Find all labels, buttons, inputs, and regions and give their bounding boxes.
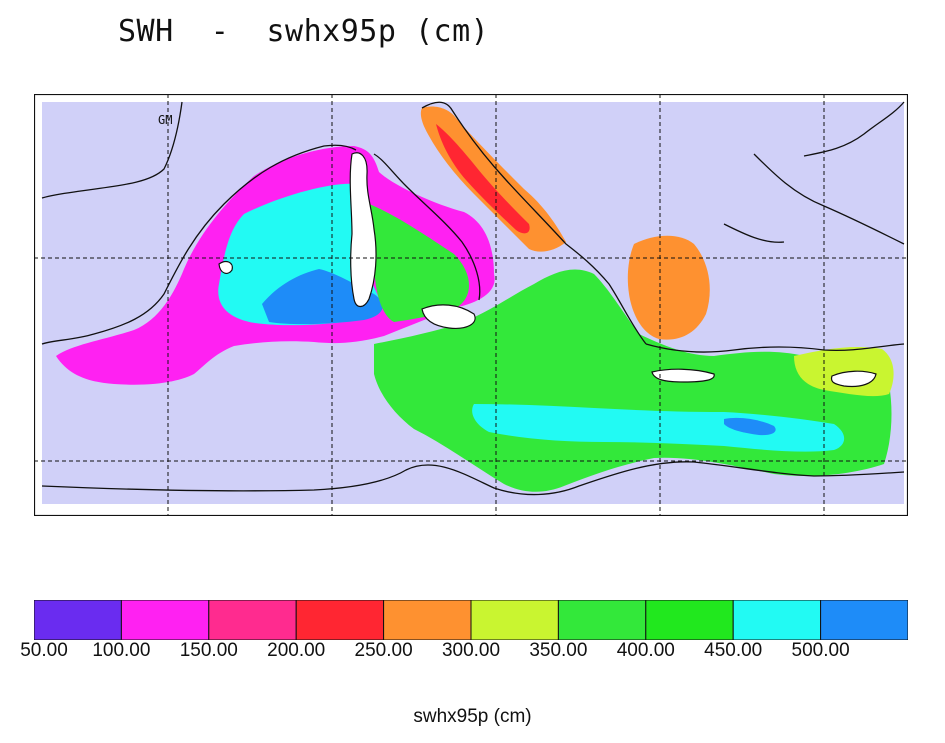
colorbar-tick-label: 400.00 [616, 640, 675, 661]
coastlines [41, 101, 905, 496]
map-label: GM [158, 113, 172, 127]
sea-region-ionian-cyan [472, 404, 845, 452]
sea-region-adriatic-outer [420, 106, 566, 252]
colorbar-swatch [208, 600, 297, 640]
map-title: SWH - swhx95p (cm) [118, 14, 490, 49]
graticule [34, 94, 908, 516]
colorbar-tick-label: 250.00 [354, 640, 413, 661]
colorbar [34, 600, 908, 640]
colorbar-swatch [557, 600, 647, 640]
sea-region-levant-blue [724, 417, 776, 436]
colorbar-swatch [820, 600, 908, 640]
colorbar-swatch [470, 600, 559, 640]
map-frame [34, 94, 908, 516]
island-sicily [421, 304, 476, 329]
colorbar-swatch [383, 600, 472, 640]
colorbar-tick-label: 300.00 [441, 640, 501, 661]
colorbar-tick-label: 200.00 [267, 640, 326, 661]
sea-region-adriatic-inner [436, 124, 530, 234]
sea-region-tyrrhenian [369, 204, 469, 322]
colorbar-swatch [295, 600, 385, 640]
island-cyprus [830, 370, 877, 388]
sea-region-west-core [262, 269, 383, 325]
colorbar-tick-label: 100.00 [92, 640, 151, 661]
island-corsica-sardinia [349, 152, 377, 308]
sea-region-levant-coast [794, 346, 894, 397]
sea-region-aegean [627, 235, 710, 340]
colorbar-tick-label: 150.00 [179, 640, 238, 661]
colorbar-tick-label: 500.00 [791, 640, 850, 661]
island-balearic [218, 260, 233, 274]
colorbar-tick-label: 450.00 [704, 640, 763, 661]
colorbar-tick-labels: 50.00 100.00 150.00 200.00 250.00 300.00 350.0… [0, 640, 945, 670]
colorbar-swatch [34, 600, 122, 640]
colorbar-tick-label: 50.00 [20, 640, 68, 661]
colorbar-swatch [120, 600, 210, 640]
colorbar-swatch [732, 600, 822, 640]
map-canvas: GM [34, 94, 908, 516]
colorbar-tick-label: 350.00 [529, 640, 588, 661]
map-panel: GM [34, 94, 908, 516]
island-crete [651, 368, 715, 383]
colorbar-unit-caption: swhx95p (cm) [413, 706, 532, 727]
colorbar-swatch [645, 600, 734, 640]
